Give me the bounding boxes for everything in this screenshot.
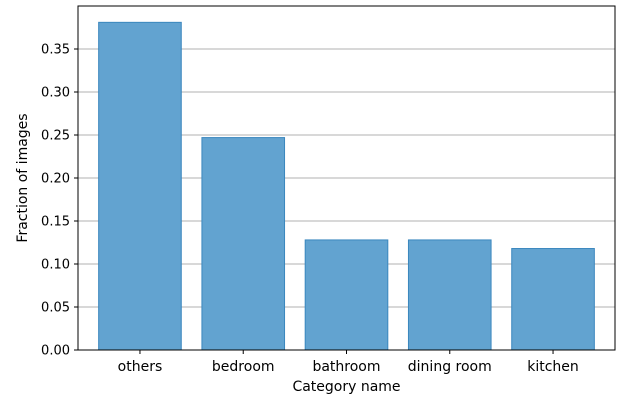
x-axis-label: Category name (292, 379, 400, 395)
y-tick-label: 0.10 (41, 258, 70, 273)
x-tick-label: kitchen (527, 359, 579, 375)
x-axis-ticks: others bedroom bathroom dining room kitchen (118, 350, 579, 375)
x-tick-label: others (118, 359, 163, 375)
bar-others (98, 21, 182, 351)
bar-bedroom (201, 137, 286, 351)
bars (98, 21, 595, 351)
bar-dining-room (407, 239, 492, 351)
x-tick-label: dining room (408, 359, 492, 375)
y-axis-label: Fraction of images (15, 113, 31, 242)
y-tick-label: 0.25 (41, 129, 70, 144)
x-tick-label: bedroom (212, 359, 275, 375)
bar-bathroom (304, 239, 389, 351)
y-tick-label: 0.30 (41, 86, 70, 101)
y-tick-label: 0.15 (41, 215, 70, 230)
y-axis-ticks: 0.00 0.05 0.10 0.15 0.20 0.25 0.30 0.35 (41, 43, 78, 359)
y-tick-label: 0.00 (41, 344, 70, 359)
y-tick-label: 0.05 (41, 301, 70, 316)
y-tick-label: 0.20 (41, 172, 70, 187)
y-tick-label: 0.35 (41, 43, 70, 58)
x-tick-label: bathroom (312, 359, 380, 375)
bar-kitchen (511, 248, 595, 351)
